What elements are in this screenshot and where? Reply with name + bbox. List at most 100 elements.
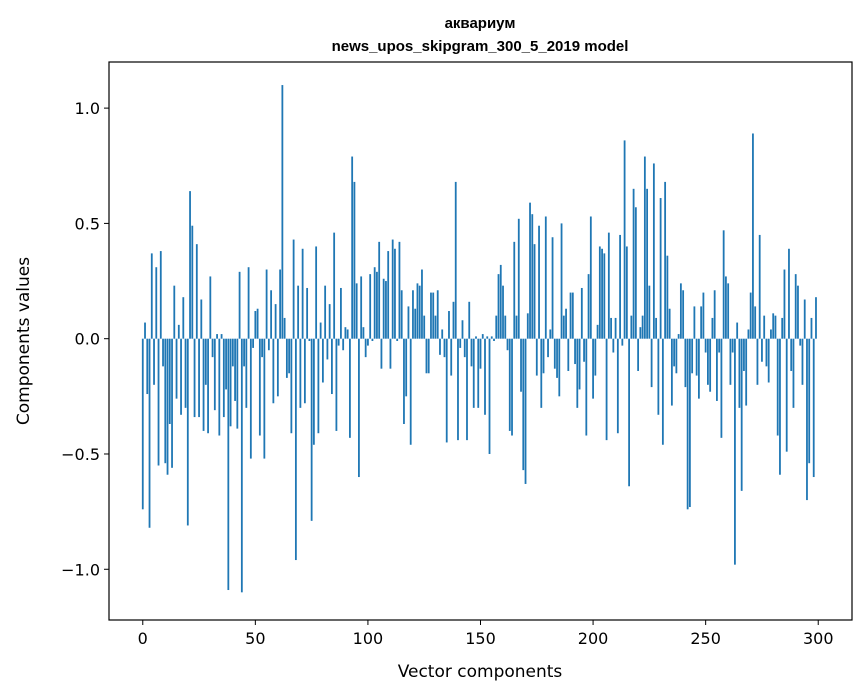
bar (643, 156, 646, 339)
bar (358, 338, 360, 478)
bar (486, 336, 489, 339)
bar (207, 338, 209, 434)
chart-title: аквариум (445, 15, 516, 32)
bar (342, 338, 345, 351)
bar (601, 248, 603, 339)
bar (373, 267, 376, 339)
bar (621, 338, 624, 346)
bar (297, 285, 300, 339)
bar (301, 248, 304, 339)
y-tick-label: 1.0 (75, 99, 100, 118)
bar (655, 317, 658, 339)
bar (272, 338, 275, 404)
bar (231, 338, 234, 367)
bar (315, 246, 318, 339)
bar (738, 338, 741, 408)
bar (385, 281, 387, 339)
bar (351, 156, 354, 339)
bar (761, 338, 763, 362)
bar (652, 163, 655, 339)
bar (558, 338, 561, 397)
bar (346, 329, 349, 339)
bar (495, 315, 498, 339)
bar (398, 241, 401, 339)
bar (254, 311, 257, 339)
bar (639, 327, 642, 339)
bar (799, 338, 802, 346)
bar (596, 324, 599, 339)
y-tick-label: 0.5 (75, 214, 100, 233)
bar (288, 338, 291, 374)
bar (666, 255, 669, 339)
bar (542, 338, 545, 374)
bar (484, 338, 486, 415)
bar (657, 338, 660, 415)
bar (797, 285, 799, 339)
bar (806, 338, 808, 501)
bar (335, 338, 338, 431)
bar (567, 338, 570, 371)
bar (774, 315, 777, 339)
bar (380, 338, 383, 369)
bar (427, 338, 430, 374)
bar (490, 336, 493, 339)
bar (725, 276, 727, 339)
bar (279, 269, 282, 339)
bar (258, 338, 261, 436)
bar (641, 315, 644, 339)
x-tick-label: 250 (690, 629, 721, 648)
bar (688, 338, 691, 508)
bar (189, 191, 191, 339)
bar (463, 338, 466, 358)
bar (155, 267, 158, 339)
bar (261, 338, 263, 358)
x-axis-ticks: 0 50 100 150 200 250 300 (138, 620, 834, 648)
bar (249, 338, 252, 459)
bar (369, 274, 372, 339)
bar (220, 334, 223, 339)
bar (191, 225, 194, 339)
bar (585, 338, 588, 436)
bar (407, 306, 410, 339)
bar (574, 338, 576, 365)
bar (310, 338, 313, 521)
bar (240, 338, 243, 593)
bar (317, 338, 320, 434)
bar (729, 338, 732, 385)
bar (412, 290, 414, 339)
bar (267, 338, 270, 351)
bar (367, 338, 369, 346)
bar (504, 315, 507, 339)
bar (234, 338, 236, 401)
bar (794, 274, 797, 339)
bar (580, 287, 583, 339)
bar (670, 338, 673, 406)
bar (195, 244, 198, 339)
bar (445, 338, 448, 443)
bar (193, 338, 196, 418)
bar (459, 338, 462, 348)
bar (810, 317, 813, 339)
bar (790, 338, 793, 371)
bar (443, 338, 446, 358)
bar (781, 317, 784, 339)
bar (632, 188, 635, 339)
bar (200, 299, 203, 339)
bar (225, 338, 227, 390)
bar (353, 181, 356, 339)
bar (227, 338, 230, 591)
bar (727, 283, 730, 339)
bar (513, 241, 516, 339)
bar (515, 315, 518, 339)
bar (157, 338, 160, 466)
bar (535, 338, 538, 376)
bar (423, 315, 426, 339)
y-axis-ticks: −1.0 −0.5 0.0 0.5 1.0 (61, 99, 109, 579)
y-tick-label: 0.0 (75, 330, 100, 349)
bar (583, 338, 585, 362)
bar (616, 338, 619, 434)
bar (299, 338, 302, 408)
bar (754, 306, 757, 339)
bar (614, 317, 617, 339)
bar (628, 338, 630, 487)
